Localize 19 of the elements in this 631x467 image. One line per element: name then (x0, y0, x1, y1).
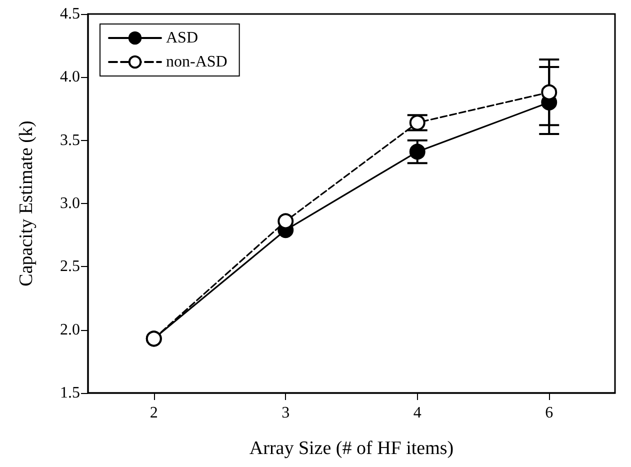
x-tick-label: 6 (545, 404, 554, 422)
point (409, 114, 426, 131)
y-tick-label: 2.5 (60, 258, 80, 276)
y-tick-label: 3.5 (60, 132, 80, 149)
point (541, 84, 558, 100)
y-tick-label: 1.5 (60, 384, 80, 402)
legend-label: non-ASD (166, 54, 228, 70)
y-tick-label: 3.0 (60, 195, 80, 212)
y-axis-title: Capacity Estimate (k) (16, 120, 37, 286)
point (409, 144, 426, 160)
point (278, 213, 294, 230)
x-tick-label: 4 (413, 404, 422, 422)
x-tick-label: 2 (150, 404, 158, 422)
y-tick-label: 2.0 (60, 321, 80, 338)
y-tick-label: 4.5 (60, 6, 80, 22)
legend-label: ASD (166, 30, 198, 46)
y-tick-label: 4.0 (60, 68, 80, 86)
x-tick-label: 3 (282, 404, 290, 422)
x-axis-title: Array Size (# of HF items) (249, 438, 454, 459)
